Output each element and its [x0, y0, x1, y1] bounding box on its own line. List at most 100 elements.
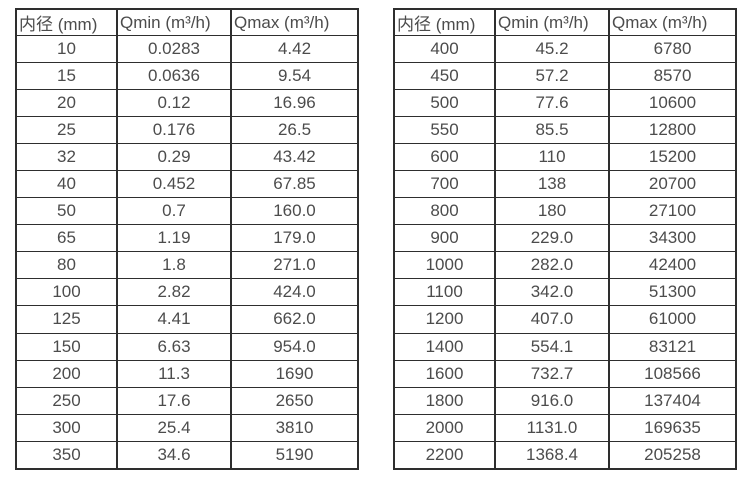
table-cell: 2000 [393, 413, 496, 442]
table-cell: 0.12 [116, 89, 232, 118]
table-cell: 1368.4 [494, 440, 610, 470]
table-row: 32 0.29 43.42 [15, 143, 359, 172]
table-cell: 34.6 [116, 440, 232, 470]
table-cell: 40 [15, 170, 118, 199]
table-row: 2000 1131.0 169635 [393, 413, 737, 442]
table-cell: 85.5 [494, 116, 610, 145]
table-cell: 0.0283 [116, 34, 232, 64]
table-row: 450 57.2 8570 [393, 62, 737, 91]
table-cell: 407.0 [494, 305, 610, 334]
table-row: 600 110 15200 [393, 143, 737, 172]
table-cell: 1100 [393, 278, 496, 307]
table-row: 100 2.82 424.0 [15, 278, 359, 307]
table-cell: 20700 [608, 170, 737, 199]
header-row: 内径 (mm) Qmin (m³/h) Qmax (m³/h) [393, 8, 737, 36]
table-cell: 205258 [608, 440, 737, 470]
table-cell: 0.29 [116, 143, 232, 172]
table-cell: 1.19 [116, 224, 232, 253]
table-cell: 700 [393, 170, 496, 199]
table-cell: 8570 [608, 62, 737, 91]
table-row: 125 4.41 662.0 [15, 305, 359, 334]
table-row: 300 25.4 3810 [15, 413, 359, 442]
table-row: 200 11.3 1690 [15, 359, 359, 388]
column-header: Qmax (m³/h) [230, 8, 359, 36]
diameter-flow-table-left: 内径 (mm) Qmin (m³/h) Qmax (m³/h) 10 0.0283 4.… [15, 8, 359, 470]
table-row: 1200 407.0 61000 [393, 305, 737, 334]
table-cell: 108566 [608, 359, 737, 388]
table-cell: 42400 [608, 251, 737, 280]
table-cell: 250 [15, 386, 118, 415]
table-row: 1400 554.1 83121 [393, 332, 737, 361]
table-cell: 50 [15, 197, 118, 226]
table-cell: 1131.0 [494, 413, 610, 442]
table-cell: 5190 [230, 440, 359, 470]
table-cell: 662.0 [230, 305, 359, 334]
table-cell: 550 [393, 116, 496, 145]
table-cell: 150 [15, 332, 118, 361]
table-cell: 67.85 [230, 170, 359, 199]
table-cell: 1.8 [116, 251, 232, 280]
table-cell: 9.54 [230, 62, 359, 91]
table-cell: 125 [15, 305, 118, 334]
table-cell: 16.96 [230, 89, 359, 118]
diameter-flow-table-right: 内径 (mm) Qmin (m³/h) Qmax (m³/h) 400 45.2 678… [393, 8, 737, 470]
table-cell: 20 [15, 89, 118, 118]
header-row: 内径 (mm) Qmin (m³/h) Qmax (m³/h) [15, 8, 359, 36]
table-row: 1000 282.0 42400 [393, 251, 737, 280]
table-cell: 0.7 [116, 197, 232, 226]
table-header-right: 内径 (mm) Qmin (m³/h) Qmax (m³/h) [393, 8, 737, 36]
table-row: 80 1.8 271.0 [15, 251, 359, 280]
table-cell: 57.2 [494, 62, 610, 91]
table-row: 40 0.452 67.85 [15, 170, 359, 199]
table-cell: 0.176 [116, 116, 232, 145]
table-cell: 900 [393, 224, 496, 253]
table-cell: 6780 [608, 34, 737, 64]
table-cell: 2.82 [116, 278, 232, 307]
table-row: 350 34.6 5190 [15, 440, 359, 470]
table-row: 1600 732.7 108566 [393, 359, 737, 388]
table-cell: 17.6 [116, 386, 232, 415]
table-cell: 110 [494, 143, 610, 172]
table-cell: 732.7 [494, 359, 610, 388]
table-cell: 271.0 [230, 251, 359, 280]
table-row: 500 77.6 10600 [393, 89, 737, 118]
table-cell: 169635 [608, 413, 737, 442]
table-row: 900 229.0 34300 [393, 224, 737, 253]
table-cell: 80 [15, 251, 118, 280]
table-cell: 450 [393, 62, 496, 91]
table-cell: 137404 [608, 386, 737, 415]
table-cell: 26.5 [230, 116, 359, 145]
table-cell: 600 [393, 143, 496, 172]
table-row: 700 138 20700 [393, 170, 737, 199]
table-cell: 554.1 [494, 332, 610, 361]
column-header: Qmax (m³/h) [608, 8, 737, 36]
table-cell: 1000 [393, 251, 496, 280]
table-cell: 10600 [608, 89, 737, 118]
table-cell: 15 [15, 62, 118, 91]
table-cell: 61000 [608, 305, 737, 334]
table-cell: 916.0 [494, 386, 610, 415]
table-cell: 350 [15, 440, 118, 470]
table-cell: 43.42 [230, 143, 359, 172]
column-header: 内径 (mm) [15, 8, 118, 36]
table-cell: 10 [15, 34, 118, 64]
table-row: 250 17.6 2650 [15, 386, 359, 415]
table-cell: 0.0636 [116, 62, 232, 91]
table-cell: 6.63 [116, 332, 232, 361]
table-row: 150 6.63 954.0 [15, 332, 359, 361]
table-row: 1800 916.0 137404 [393, 386, 737, 415]
table-cell: 2200 [393, 440, 496, 470]
table-row: 1100 342.0 51300 [393, 278, 737, 307]
table-cell: 229.0 [494, 224, 610, 253]
table-cell: 180 [494, 197, 610, 226]
table-row: 10 0.0283 4.42 [15, 34, 359, 64]
table-cell: 342.0 [494, 278, 610, 307]
table-cell: 4.41 [116, 305, 232, 334]
table-cell: 1800 [393, 386, 496, 415]
table-cell: 1690 [230, 359, 359, 388]
table-row: 20 0.12 16.96 [15, 89, 359, 118]
table-cell: 160.0 [230, 197, 359, 226]
table-cell: 179.0 [230, 224, 359, 253]
table-cell: 4.42 [230, 34, 359, 64]
table-header-left: 内径 (mm) Qmin (m³/h) Qmax (m³/h) [15, 8, 359, 36]
